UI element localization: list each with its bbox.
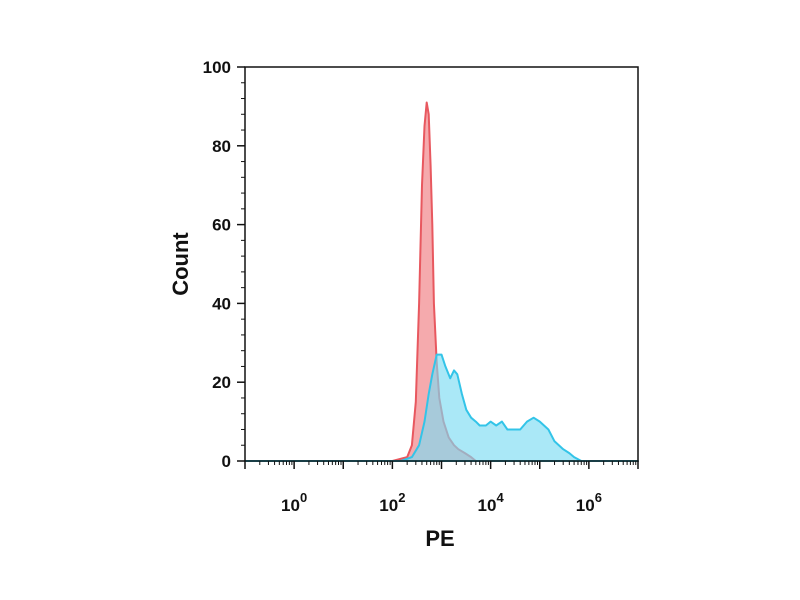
- series-2-area: [244, 353, 639, 462]
- series-layer: [244, 101, 639, 462]
- x-tick-label: 100: [281, 490, 307, 515]
- x-tick-label: 106: [576, 490, 602, 515]
- y-tick-label: 0: [222, 452, 231, 471]
- x-axis-title: PE: [425, 526, 454, 551]
- y-tick-label: 80: [212, 137, 231, 156]
- x-tick-label: 104: [478, 490, 505, 515]
- y-tick-label: 20: [212, 373, 231, 392]
- axis-layer: 0 20 40 60 80 100 100 102 104 106: [203, 58, 639, 515]
- y-axis-title: Count: [168, 232, 193, 296]
- y-tick-label: 60: [212, 216, 231, 235]
- y-tick-label: 40: [212, 294, 231, 313]
- x-tick-label: 102: [379, 490, 405, 515]
- y-tick-label: 100: [203, 58, 231, 77]
